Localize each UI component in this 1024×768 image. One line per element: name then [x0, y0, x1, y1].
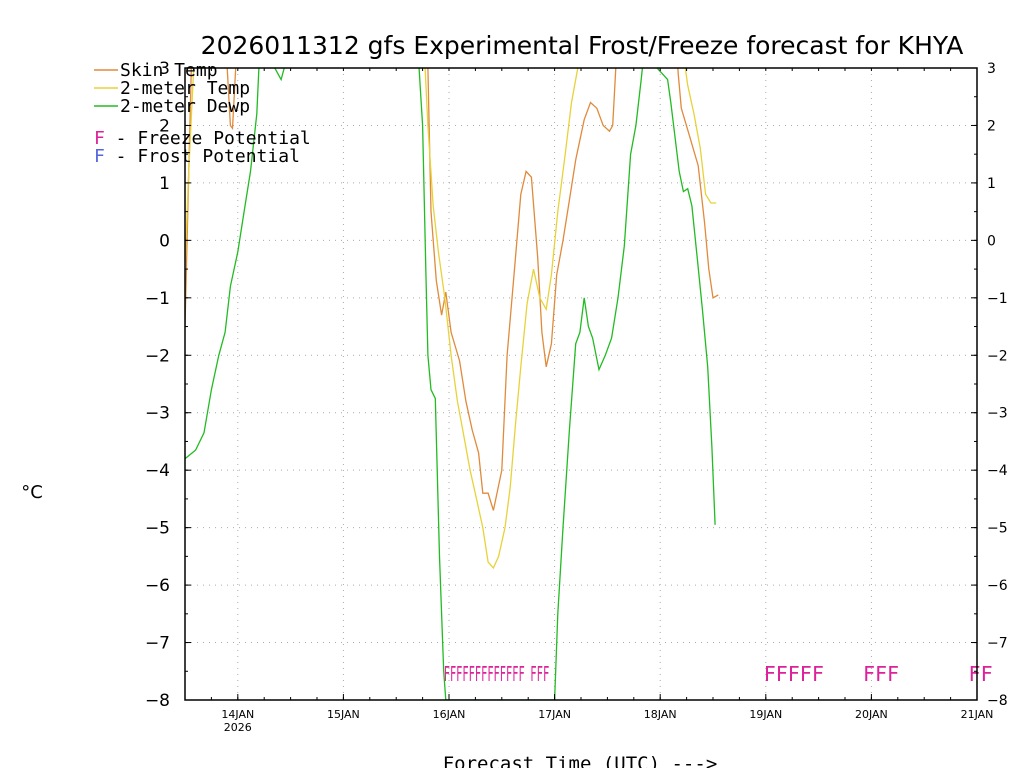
y-tick-label: −6 [145, 576, 170, 596]
y-tick-label: −5 [145, 519, 170, 539]
grid-lines [185, 68, 978, 700]
y-tick-label: 0 [159, 231, 170, 251]
y-tick-label-right: 0 [987, 233, 996, 249]
y-tick-label: −8 [145, 691, 170, 711]
potential-legend-symbol: F [94, 128, 105, 149]
plot-frame [184, 67, 978, 701]
y-tick-label: −4 [145, 461, 170, 481]
y-tick-label: −1 [145, 289, 170, 309]
x-axis-label: Forecast Time (UTC) ---> [443, 753, 718, 768]
y-tick-label-right: −5 [987, 521, 1008, 537]
freeze-mark: FFFFFFFFFFFFF [444, 662, 525, 686]
y-tick-label-right: −8 [987, 693, 1008, 709]
y-tick-label-right: −2 [987, 348, 1008, 364]
chart-title: 2026011312 gfs Experimental Frost/Freeze… [201, 31, 964, 60]
freeze-marks: FFFFFFFFFFFFF FFF FFFFF FFF FF [444, 662, 993, 686]
y-tick-label-right: 2 [987, 118, 996, 134]
y-tick-label-right: −6 [987, 578, 1008, 594]
y-axis-label: °C [21, 482, 43, 503]
legend-label: Skin Temp [120, 60, 218, 81]
y-tick-label: −2 [145, 346, 170, 366]
y-tick-label: −3 [145, 404, 170, 424]
potential-legend-entry: F - Freeze Potential [94, 128, 311, 149]
series-line-2-meter-dewp [185, 68, 716, 700]
freeze-mark: FFFFF [764, 662, 824, 686]
y-tick-label: 3 [159, 59, 170, 79]
series-lines [185, 68, 719, 700]
x-tick-label: 17JAN [538, 708, 571, 721]
y-tick-label-right: −3 [987, 406, 1008, 422]
freeze-mark: FF [969, 662, 993, 686]
y-tick-label: 2 [159, 116, 170, 136]
y-tick-label-right: 1 [987, 176, 996, 192]
x-tick-label: 20JAN [855, 708, 888, 721]
x-tick-label: 15JAN [327, 708, 360, 721]
x-tick-label: 14JAN [221, 708, 254, 721]
y-tick-label-right: −4 [987, 463, 1008, 479]
y-tick-label: 1 [159, 174, 170, 194]
potential-legend-label: - Frost Potential [105, 146, 300, 167]
potential-legend-symbol: F [94, 146, 105, 167]
legend-label: 2-meter Dewp [120, 96, 250, 117]
x-tick-label: 16JAN [433, 708, 466, 721]
freeze-mark: FFF [863, 662, 899, 686]
x-tick-label: 21JAN [961, 708, 994, 721]
freeze-mark: FFF [530, 662, 549, 686]
potential-legend-entry: F - Frost Potential [94, 146, 300, 167]
y-tick-label-right: −7 [987, 636, 1008, 652]
y-tick-label-right: −1 [987, 291, 1008, 307]
y-tick-label-right: 3 [987, 61, 996, 77]
series-line-skin-temp [185, 68, 719, 511]
y-tick-label: −7 [145, 634, 170, 654]
x-tick-label: 19JAN [749, 708, 782, 721]
x-tick-year: 2026 [224, 721, 252, 734]
series-line-2-meter-temp [185, 68, 717, 570]
x-tick-label: 18JAN [644, 708, 677, 721]
potential-legend-label: - Freeze Potential [105, 128, 311, 149]
legend-label: 2-meter Temp [120, 78, 250, 99]
